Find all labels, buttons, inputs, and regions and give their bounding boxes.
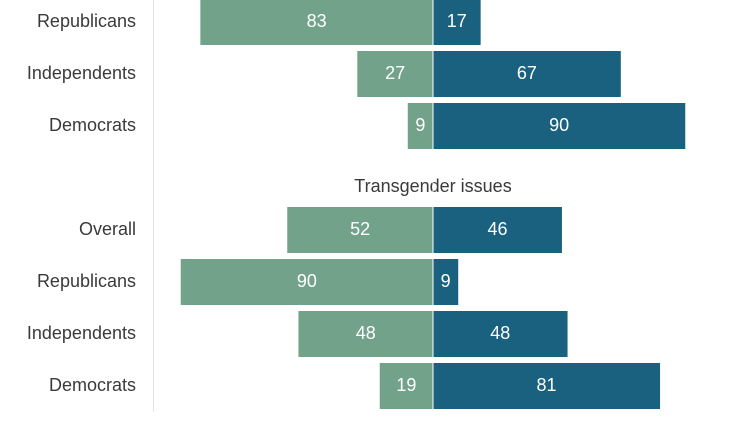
bar-right-value: 17 bbox=[447, 11, 467, 31]
bar-right-value: 90 bbox=[549, 115, 569, 135]
bar-right-value: 9 bbox=[441, 271, 451, 291]
bar-left bbox=[298, 311, 433, 357]
row-label: Republicans bbox=[37, 271, 136, 291]
bar-right bbox=[433, 51, 621, 97]
bar-left-value: 90 bbox=[297, 271, 317, 291]
bar-right-value: 48 bbox=[490, 323, 510, 343]
bar-right bbox=[433, 311, 568, 357]
bar-right bbox=[433, 0, 481, 45]
bar-left-value: 19 bbox=[396, 375, 416, 395]
row-label: Democrats bbox=[49, 115, 136, 135]
bar-right bbox=[433, 103, 686, 149]
bar-left-value: 9 bbox=[415, 115, 425, 135]
bar-right bbox=[433, 207, 562, 253]
bar-left-value: 52 bbox=[350, 219, 370, 239]
bar-left bbox=[357, 51, 433, 97]
bar-right bbox=[433, 363, 661, 409]
bar-left-value: 83 bbox=[307, 11, 327, 31]
row-label: Overall bbox=[79, 219, 136, 239]
bar-left bbox=[287, 207, 433, 253]
row-label: Republicans bbox=[37, 11, 136, 31]
bar-left bbox=[407, 103, 433, 149]
row-label: Democrats bbox=[49, 375, 136, 395]
bar-left bbox=[379, 363, 433, 409]
row-label: Independents bbox=[27, 323, 136, 343]
bar-right-value: 67 bbox=[517, 63, 537, 83]
bar-left-value: 48 bbox=[356, 323, 376, 343]
bar-left bbox=[200, 0, 433, 45]
bar-right bbox=[433, 259, 459, 305]
bar-right-value: 81 bbox=[537, 375, 557, 395]
bar-left-value: 27 bbox=[385, 63, 405, 83]
bar-right-value: 46 bbox=[487, 219, 507, 239]
row-label: Independents bbox=[27, 63, 136, 83]
bar-left bbox=[180, 259, 433, 305]
